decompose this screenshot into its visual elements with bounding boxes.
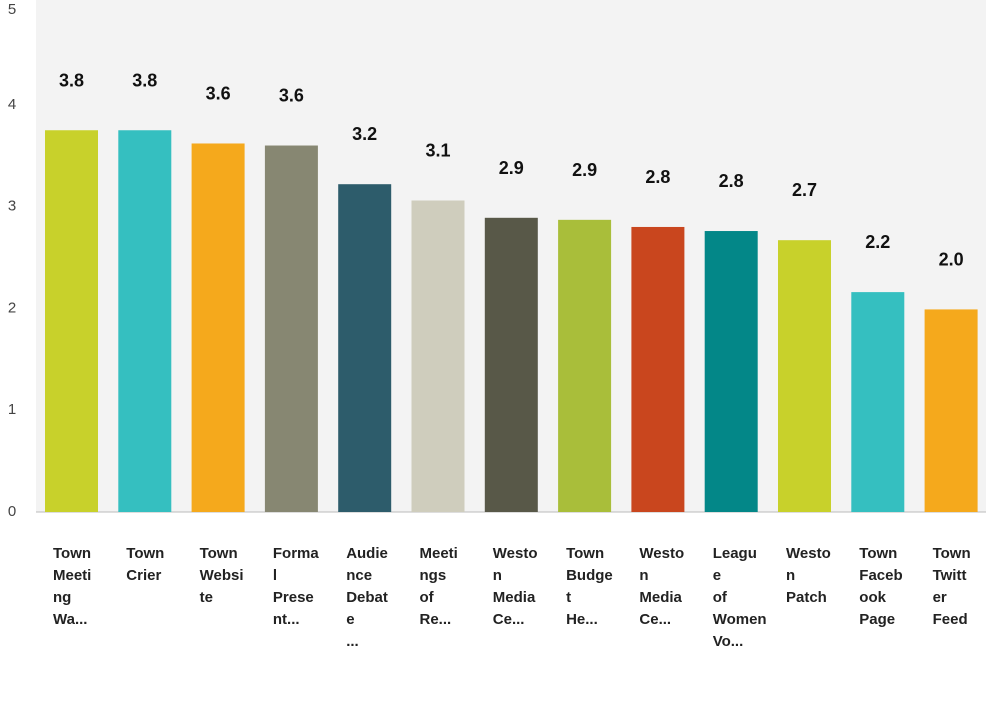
- x-tick-label: Town Faceb ook Page: [859, 545, 902, 628]
- bar: [118, 130, 172, 512]
- x-tick-label: Leagu e of Women Vo...: [713, 545, 767, 650]
- y-tick-label: 3: [8, 198, 16, 215]
- bar: [411, 200, 465, 512]
- x-tick-label: Town Websi te: [200, 545, 244, 606]
- value-label: 2.9: [499, 158, 524, 178]
- x-tick-label: Forma l Prese nt...: [273, 545, 320, 628]
- bar: [851, 292, 905, 512]
- value-label: 2.8: [719, 171, 744, 191]
- bar: [631, 226, 685, 512]
- bar: [191, 143, 245, 512]
- x-tick-label: Town Crier: [126, 545, 164, 584]
- bar: [558, 219, 612, 513]
- y-tick-label: 1: [8, 401, 16, 418]
- value-label: 2.9: [572, 160, 597, 180]
- x-tick-label: Town Meeti ng Wa...: [53, 545, 91, 628]
- value-label: 2.2: [865, 232, 890, 252]
- bar: [484, 217, 538, 512]
- y-tick-label: 5: [8, 1, 16, 18]
- x-tick-label: Town Twitt er Feed: [933, 545, 971, 628]
- bar: [264, 145, 318, 512]
- value-label: 3.8: [59, 70, 84, 90]
- y-tick-label: 4: [8, 96, 16, 113]
- x-tick-label: Audie nce Debat e...: [346, 545, 388, 650]
- bar: [338, 184, 392, 513]
- bar: [704, 231, 758, 513]
- y-tick-label: 0: [8, 503, 16, 520]
- value-label: 3.1: [425, 140, 450, 160]
- value-label: 2.0: [939, 249, 964, 269]
- value-label: 3.8: [132, 70, 157, 90]
- value-label: 3.6: [206, 83, 231, 103]
- x-tick-label: Town Budge t He...: [566, 545, 613, 628]
- x-tick-label: Westo n Media Ce...: [493, 545, 538, 628]
- x-tick-label: Meeti ngs of Re...: [420, 545, 458, 628]
- value-label: 2.8: [645, 167, 670, 187]
- bar: [45, 130, 98, 512]
- value-label: 3.2: [352, 124, 377, 144]
- value-label: 3.6: [279, 86, 304, 106]
- bar: [778, 240, 831, 512]
- y-tick-label: 2: [8, 299, 16, 316]
- x-tick-label: Westo n Patch: [786, 545, 831, 606]
- value-label: 2.7: [792, 180, 817, 200]
- x-tick-label: Westo n Media Ce...: [639, 545, 684, 628]
- bar: [924, 309, 978, 512]
